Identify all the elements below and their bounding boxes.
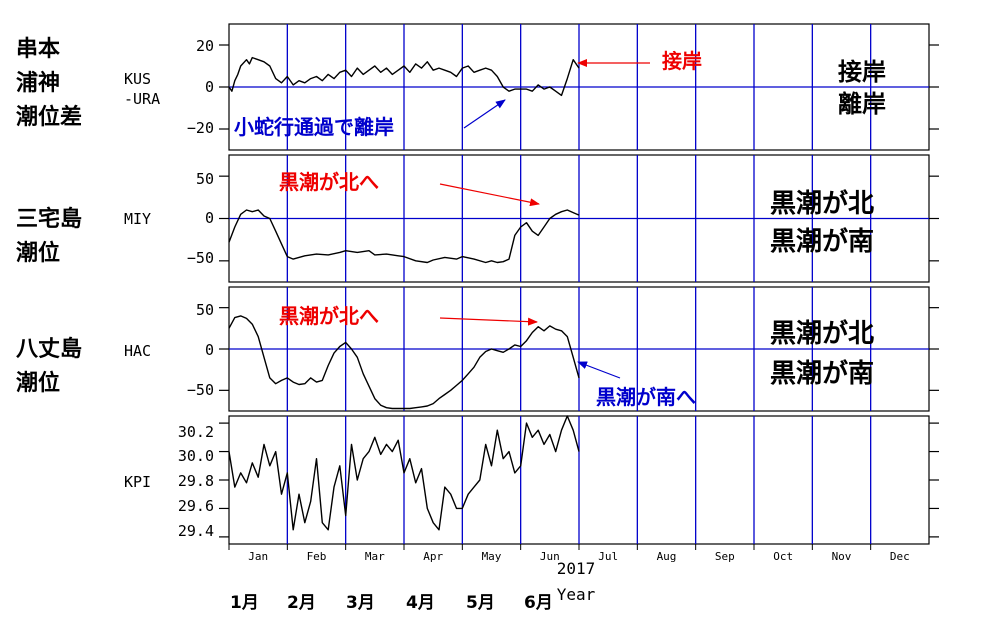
month-jp-1: 1月: [230, 593, 259, 613]
series-KPI: [228, 415, 580, 531]
month-grid: [286, 24, 872, 544]
label-miy-line-2: 潮位: [16, 240, 60, 266]
year-axis-label: Year: [557, 585, 596, 604]
month-labels-jp: 1月 2月 3月 4月 5月 6月: [230, 593, 553, 613]
tick-miy-m50: −50: [187, 249, 214, 267]
annotation-hac-right-top: 黒潮が北: [770, 318, 874, 349]
annotations-miy: 黒潮が北へ 黒潮が北 黒潮が南: [279, 170, 874, 257]
tick-kus-m20: −20: [187, 119, 214, 137]
annotation-kus-red: 接岸: [662, 49, 702, 73]
month-tick-Mar: Mar: [365, 550, 385, 563]
label-hac-line-1: 八丈島: [16, 336, 82, 362]
annotation-hac-red: 黒潮が北へ: [279, 304, 379, 328]
month-tick-Feb: Feb: [307, 550, 327, 563]
month-jp-3: 3月: [346, 593, 375, 613]
tick-kus-0: 0: [205, 78, 214, 96]
label-miy-line-1: 三宅島: [16, 206, 82, 232]
tick-kpi-302: 30.2: [178, 423, 214, 441]
annotation-hac-right-bottom: 黒潮が南: [770, 358, 874, 389]
tick-miy-0: 0: [205, 209, 214, 227]
month-jp-5: 5月: [466, 593, 495, 613]
tick-kus-20: 20: [196, 37, 214, 55]
series-HAC: [228, 315, 580, 410]
code-miy: MIY: [124, 210, 151, 228]
month-tick-Jan: Jan: [248, 550, 268, 563]
zero-lines: [229, 86, 929, 350]
label-kus-line-1: 串本: [16, 37, 60, 62]
month-tick-Aug: Aug: [657, 550, 677, 563]
station-codes: KUS -URA MIY HAC KPI: [124, 70, 160, 491]
month-tick-Nov: Nov: [832, 550, 852, 563]
code-kus-2: -URA: [124, 90, 160, 108]
month-tick-Apr: Apr: [423, 550, 443, 563]
arrow-hac-blue: [577, 361, 621, 379]
annotation-miy-red: 黒潮が北へ: [279, 170, 379, 194]
tick-hac-m50: −50: [187, 381, 214, 399]
tick-kpi-300: 30.0: [178, 447, 214, 465]
tick-kpi-294: 29.4: [178, 522, 214, 540]
tick-hac-50: 50: [196, 301, 214, 319]
annotations-hac: 黒潮が北へ 黒潮が南へ 黒潮が北 黒潮が南: [279, 304, 874, 409]
annotation-miy-right-bottom: 黒潮が南: [770, 226, 874, 257]
month-tick-Oct: Oct: [773, 550, 793, 563]
month-tick-Sep: Sep: [715, 550, 735, 563]
annotation-kus-right-top: 接岸: [838, 58, 886, 86]
month-tick-Jul: Jul: [598, 550, 618, 563]
series-lines: [228, 56, 580, 531]
month-jp-2: 2月: [287, 593, 316, 613]
series-MIY: [228, 209, 580, 264]
series-KUS-URA: [228, 56, 580, 97]
station-labels: 串本 浦神 潮位差 三宅島 潮位 八丈島 潮位: [16, 37, 82, 396]
code-kus-1: KUS: [124, 70, 151, 88]
tick-miy-50: 50: [196, 170, 214, 188]
annotation-kus-blue: 小蛇行通過で離岸: [234, 115, 394, 139]
code-hac: HAC: [124, 342, 151, 360]
label-kus-line-3: 潮位差: [16, 104, 82, 130]
month-jp-4: 4月: [406, 593, 435, 613]
tick-kpi-296: 29.6: [178, 497, 214, 515]
tick-hac-0: 0: [205, 341, 214, 359]
code-kpi: KPI: [124, 473, 151, 491]
month-tick-Jun: Jun: [540, 550, 560, 563]
label-kus-line-2: 浦神: [16, 70, 60, 96]
label-hac-line-2: 潮位: [16, 370, 60, 396]
annotation-hac-blue: 黒潮が南へ: [596, 385, 696, 409]
arrow-hac-red: [439, 317, 538, 326]
annotation-kus-right-bottom: 離岸: [838, 90, 886, 118]
month-jp-6: 6月: [524, 593, 553, 613]
arrow-kus-blue: [463, 99, 506, 129]
y-tick-labels: 20 0 −20 50 0 −50 50 0 −50 30.2 30.0 29.…: [178, 37, 214, 540]
tick-kpi-298: 29.8: [178, 472, 214, 490]
annotation-miy-right-top: 黒潮が北: [770, 188, 874, 219]
month-tick-May: May: [482, 550, 502, 563]
annotations-kus: 接岸 小蛇行通過で離岸 接岸 離岸: [234, 49, 886, 139]
arrow-miy-red: [439, 183, 540, 207]
month-tick-labels: Jan Feb Mar Apr May Jun Jul Aug Sep Oct Nov Dec: [228, 544, 910, 563]
year-label: 2017: [557, 559, 596, 578]
month-tick-Dec: Dec: [890, 550, 910, 563]
y-tick-marks: [219, 44, 939, 538]
